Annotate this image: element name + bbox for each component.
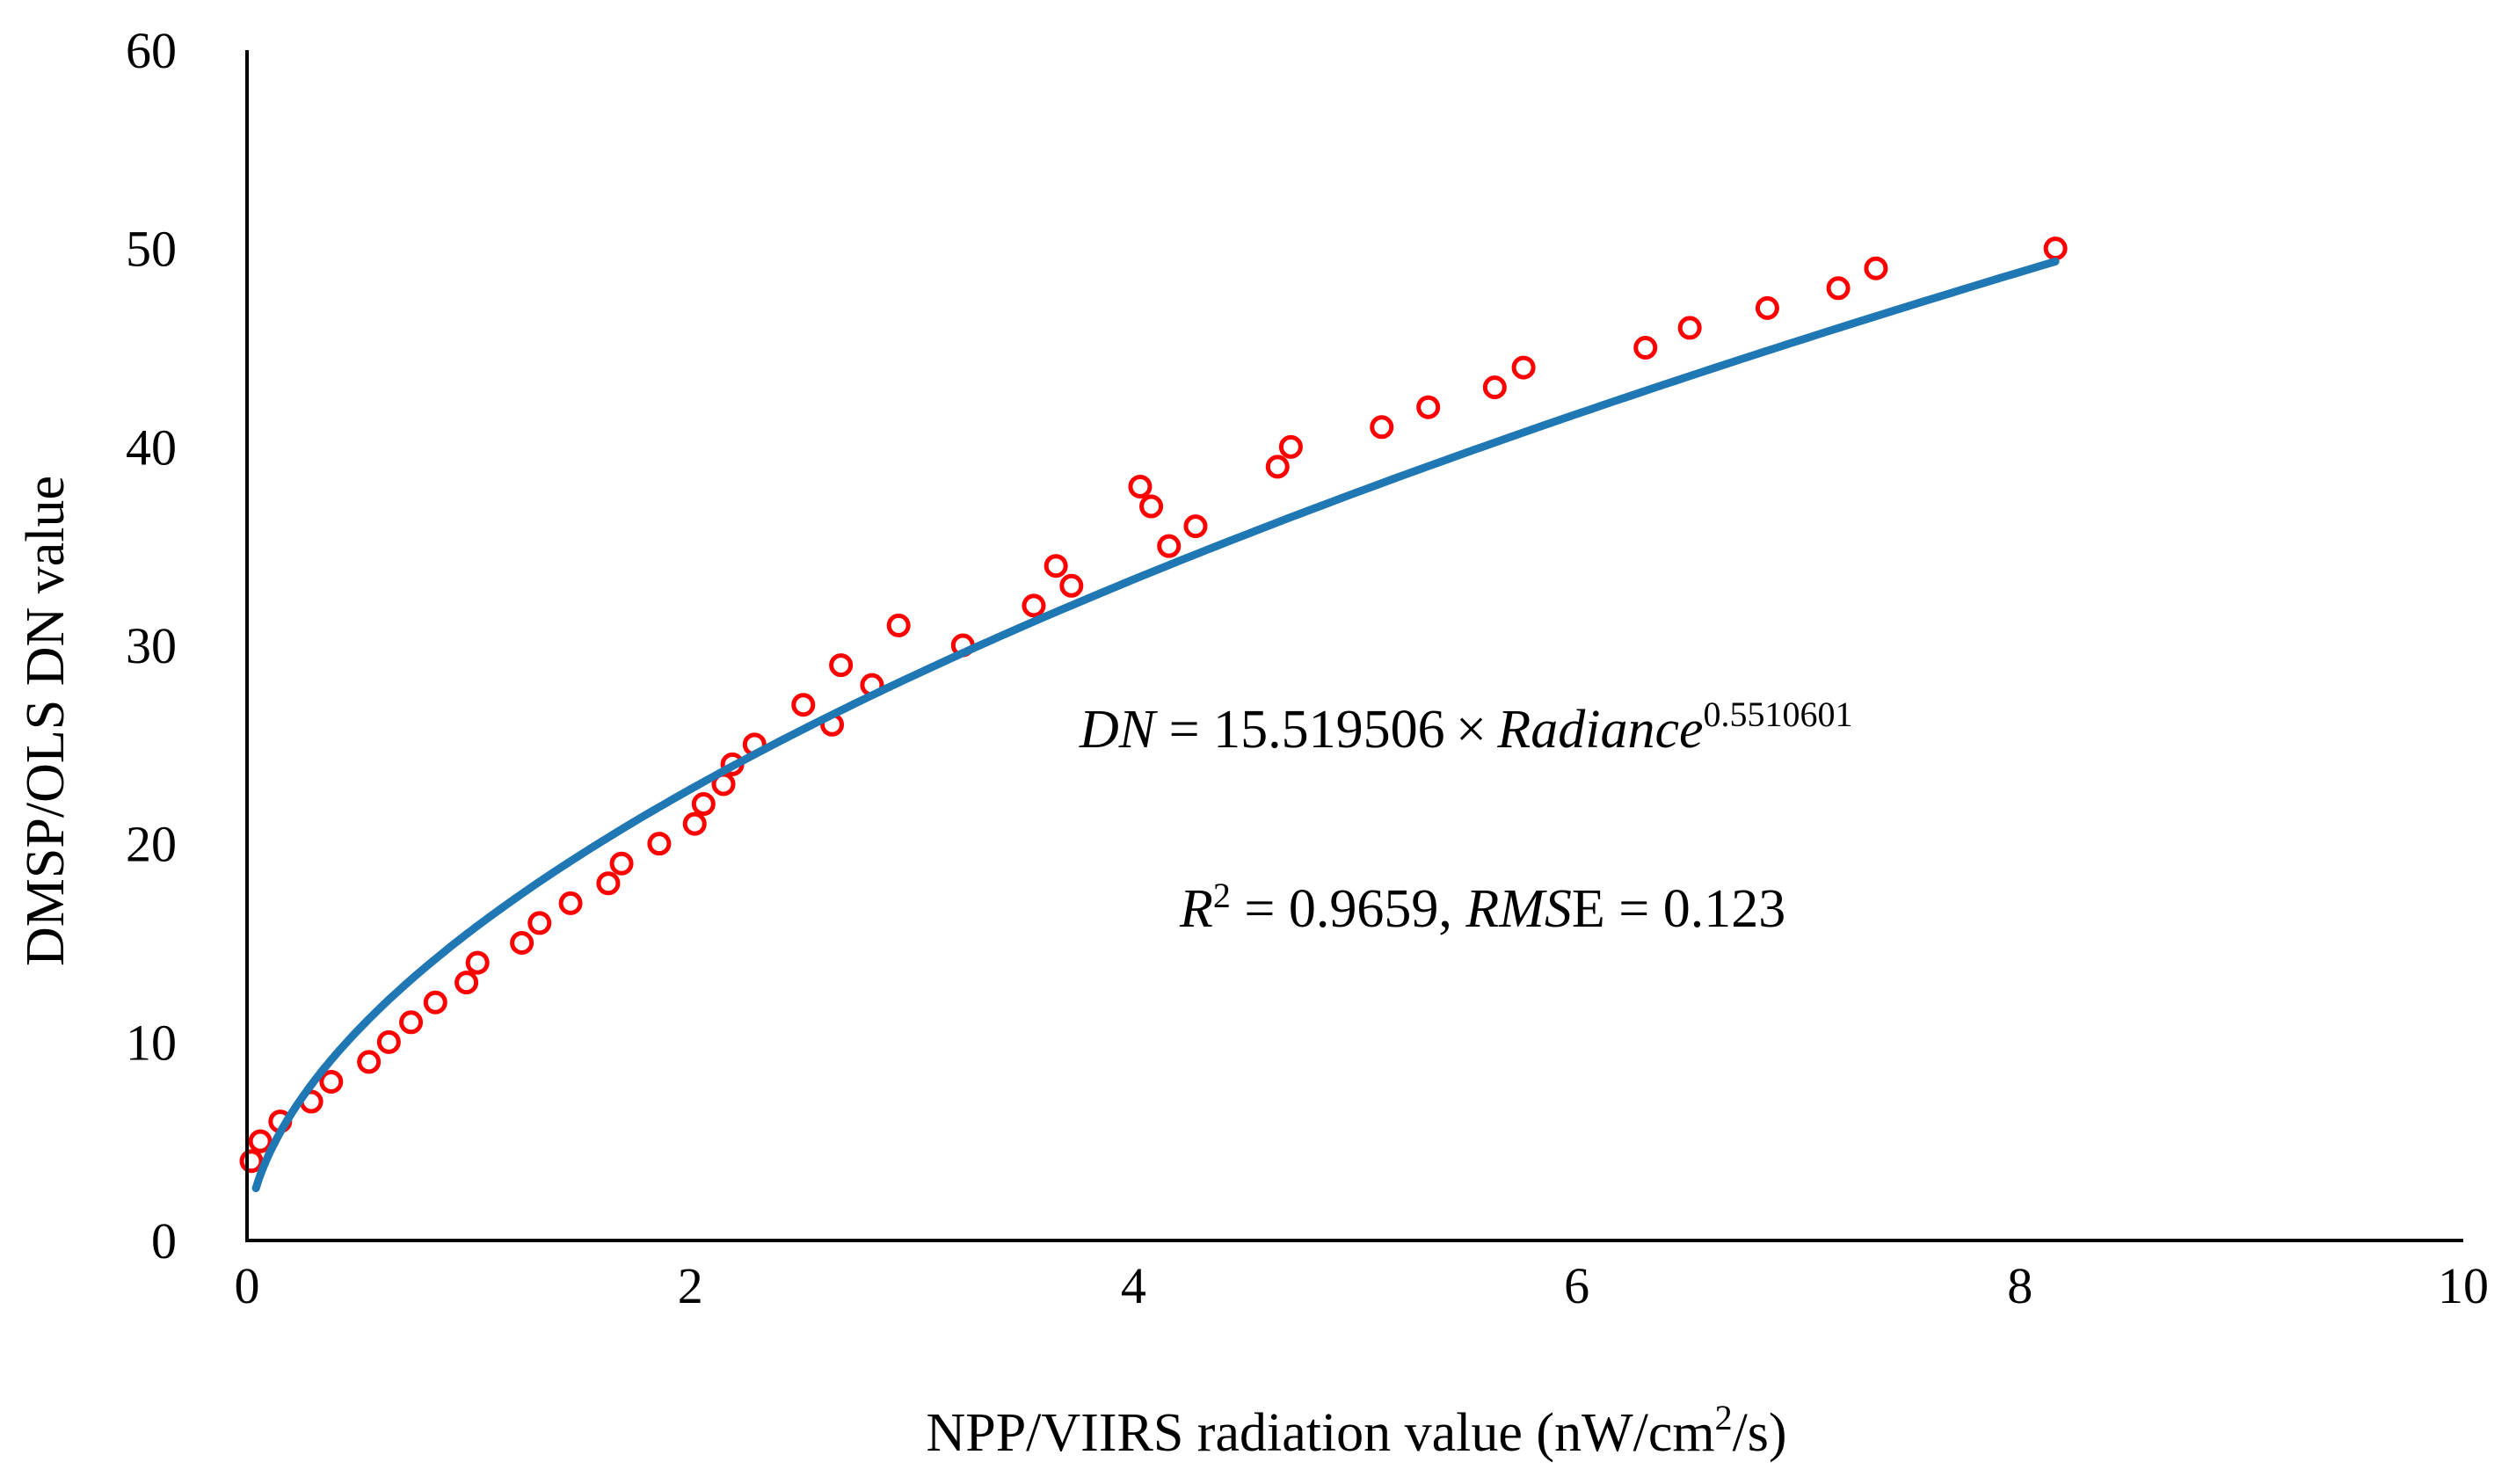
x-axis-label: NPP/VIIRS radiation value (nW/cm2/s) <box>926 1398 1786 1463</box>
data-point <box>1416 395 1441 419</box>
data-point <box>1370 415 1394 440</box>
data-point <box>399 1010 424 1035</box>
x-tick-label: 4 <box>1121 1257 1146 1314</box>
data-point <box>1677 316 1702 340</box>
x-tick-label: 10 <box>2438 1257 2489 1314</box>
data-point <box>239 1149 264 1174</box>
data-point <box>1826 276 1851 301</box>
data-point <box>2043 236 2068 261</box>
fit-equation: DN = 15.519506 × Radiance0.5510601 <box>1079 695 1853 760</box>
data-point <box>454 971 479 995</box>
data-point <box>248 1129 273 1153</box>
x-tick-label: 0 <box>235 1257 260 1314</box>
fit-statistics: R2 = 0.9659, RMSE = 0.123 <box>1179 876 1785 939</box>
data-point <box>682 811 707 836</box>
tick-labels: 0 2 4 6 8 10 0 10 20 30 40 50 60 <box>126 22 2489 1314</box>
data-point <box>1755 295 1779 320</box>
data-point <box>829 653 854 678</box>
x-tick-label: 6 <box>1564 1257 1589 1314</box>
data-point <box>1022 593 1046 618</box>
data-point <box>510 931 534 955</box>
data-point <box>886 613 911 637</box>
data-point <box>1864 256 1888 280</box>
data-point <box>647 832 672 856</box>
data-point <box>1278 434 1303 459</box>
x-tick-label: 2 <box>678 1257 703 1314</box>
data-point <box>1183 514 1208 539</box>
y-tick-label: 10 <box>126 1014 177 1071</box>
data-point <box>1633 336 1658 360</box>
data-point <box>1157 534 1182 558</box>
data-point <box>1139 494 1164 519</box>
data-point <box>609 851 634 876</box>
y-tick-label: 20 <box>126 816 177 873</box>
data-point <box>465 950 490 975</box>
data-point <box>319 1069 344 1094</box>
x-tick-label: 8 <box>2007 1257 2032 1314</box>
axes <box>245 50 2463 1242</box>
data-point <box>691 792 716 817</box>
data-point <box>423 990 447 1015</box>
data-point <box>1265 455 1290 479</box>
plot-area <box>239 236 2068 1193</box>
y-tick-label: 40 <box>126 418 177 476</box>
y-tick-label: 0 <box>151 1212 177 1269</box>
y-tick-label: 60 <box>126 22 177 79</box>
data-point <box>357 1050 382 1074</box>
data-point <box>376 1029 401 1054</box>
data-point <box>527 911 552 935</box>
data-point <box>1482 375 1507 400</box>
y-tick-label: 50 <box>126 221 177 278</box>
data-point <box>1059 573 1084 598</box>
data-point <box>1128 474 1153 498</box>
data-point <box>791 693 816 717</box>
data-point <box>1043 554 1068 578</box>
data-point <box>596 871 621 896</box>
fit-curve <box>251 257 2060 1193</box>
y-axis-label: DMSP/OLS DN value <box>16 476 76 966</box>
y-tick-label: 30 <box>126 617 177 674</box>
data-point <box>558 891 583 915</box>
data-point <box>1511 355 1536 380</box>
